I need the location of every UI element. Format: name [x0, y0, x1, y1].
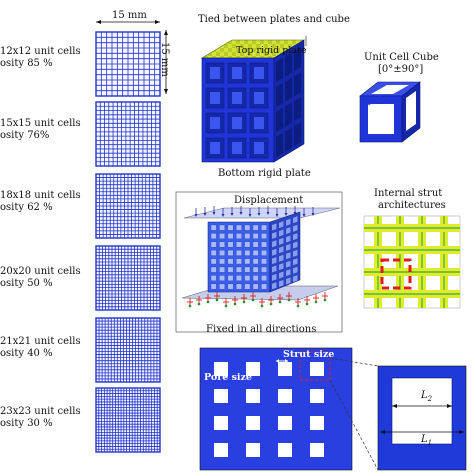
- lattice-sample-1: [95, 31, 161, 97]
- top-rigid-plate-label: Top rigid plate: [236, 45, 307, 56]
- unit-cell-cube: [359, 81, 421, 143]
- l2-dimension-arrow: [392, 404, 452, 408]
- internal-strut-grid: [363, 215, 461, 309]
- tied-plates-label: Tied between plates and cube: [198, 14, 350, 25]
- lattice-sample-4: [95, 245, 161, 311]
- sample-4-cells: 20x20 unit cells: [0, 266, 81, 277]
- sample-2-porosity: osity 76%: [0, 130, 50, 141]
- pore-size-arrow: [224, 366, 228, 378]
- bottom-rigid-plate-label: Bottom rigid plate: [218, 168, 311, 179]
- pore-size-label: Pore size: [204, 372, 252, 383]
- fixed-directions-label: Fixed in all directions: [206, 324, 317, 335]
- l1-dimension-arrow: [380, 430, 464, 434]
- sample-4-porosity: osity 50 %: [0, 278, 53, 289]
- sample-3-cells: 18x18 unit cells: [0, 190, 81, 201]
- lattice-samples: [95, 31, 161, 453]
- sample-5-cells: 21x21 unit cells: [0, 336, 81, 347]
- lattice-sample-6: [95, 387, 161, 453]
- cube-front-cells: [205, 62, 269, 159]
- unit-cell-angle: [0°±90°]: [378, 64, 424, 75]
- unit-cell-title: Unit Cell Cube: [364, 52, 439, 63]
- width-dimension-label: 15 mm: [112, 10, 147, 21]
- height-dimension-arrow: [164, 30, 168, 94]
- l1-label: L1: [421, 434, 433, 447]
- zoom-region-box: [299, 351, 331, 381]
- fem-model: [175, 191, 343, 333]
- l2-label: L2: [421, 390, 433, 403]
- internal-strut-title-line2: architectures: [378, 200, 446, 211]
- cube-side-cells: [276, 47, 301, 157]
- sample-2-cells: 15x15 unit cells: [0, 118, 81, 129]
- lattice-sample-2: [95, 101, 161, 167]
- displacement-label: Displacement: [234, 195, 304, 206]
- lattice-sample-3: [95, 173, 161, 239]
- strut-size-label: Strut size: [283, 349, 335, 360]
- sample-1-porosity: osity 85 %: [0, 58, 53, 69]
- strut-size-arrow: [276, 359, 288, 363]
- sample-3-porosity: osity 62 %: [0, 202, 53, 213]
- sample-1-cells: 12x12 unit cells: [0, 46, 81, 57]
- sample-6-porosity: osity 30 %: [0, 418, 53, 429]
- zoomed-unit-cell: [377, 365, 467, 471]
- width-dimension-arrow: [96, 20, 160, 24]
- cross-section-panel: [199, 347, 379, 471]
- lattice-cube-with-plates: [200, 39, 306, 163]
- height-dimension-label: 15 mm: [159, 42, 170, 77]
- internal-strut-title-line1: Internal strut: [374, 188, 443, 199]
- lattice-sample-5: [95, 317, 161, 383]
- sample-5-porosity: osity 40 %: [0, 348, 53, 359]
- sample-6-cells: 23x23 unit cells: [0, 406, 81, 417]
- unit-cell-highlight: [380, 258, 412, 290]
